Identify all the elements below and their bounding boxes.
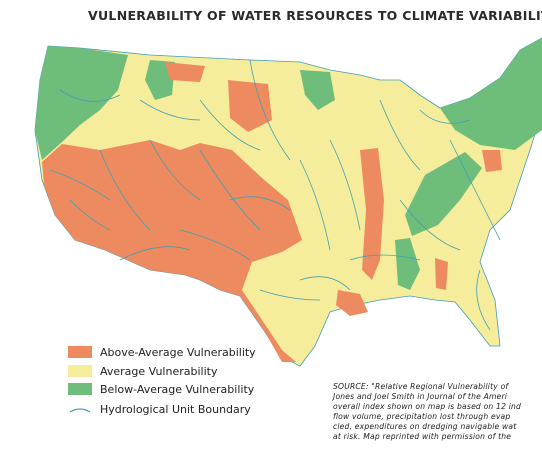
above-average-region <box>482 150 502 172</box>
below-average-region <box>440 38 542 150</box>
legend-label: Average Vulnerability <box>100 365 218 378</box>
legend-swatch <box>68 383 92 395</box>
legend-label: Below-Average Vulnerability <box>100 383 255 396</box>
legend-label: Above-Average Vulnerability <box>100 346 256 359</box>
above-average-region <box>336 290 368 316</box>
legend-swatch <box>68 346 92 358</box>
us-map <box>34 37 542 367</box>
legend: Above-Average Vulnerability Average Vuln… <box>68 346 256 416</box>
below-average-region <box>405 152 482 236</box>
source-note: SOURCE: "Relative Regional Vulnerability… <box>331 382 521 441</box>
legend-swatch <box>68 365 92 377</box>
above-average-region <box>165 62 205 82</box>
above-average-region <box>360 148 384 280</box>
source-line: flow volume, precipitation lost through … <box>333 412 510 421</box>
source-line: SOURCE: "Relative Regional Vulnerability… <box>333 382 509 391</box>
source-line: cled, expenditures on dredging navigable… <box>333 422 517 431</box>
source-line: at risk. Map reprinted with permission o… <box>333 432 511 441</box>
source-line: overall index shown on map is based on 1… <box>333 402 521 411</box>
legend-line <box>69 408 91 413</box>
legend-label: Hydrological Unit Boundary <box>100 403 251 416</box>
above-average-region <box>435 258 448 290</box>
map-title: VULNERABILITY OF WATER RESOURCES TO CLIM… <box>88 8 542 23</box>
below-average-region <box>395 238 420 290</box>
source-line: Jones and Joel Smith in Journal of the A… <box>331 392 508 401</box>
above-average-region <box>42 140 302 362</box>
above-average-region <box>228 80 272 132</box>
hydrological-boundaries <box>49 59 501 331</box>
below-average-region <box>300 70 335 110</box>
below-average-region <box>35 46 128 160</box>
